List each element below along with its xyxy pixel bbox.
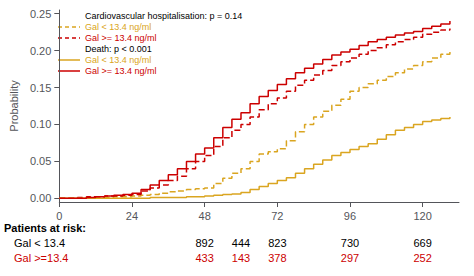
svg-text:120: 120 [413, 210, 431, 222]
svg-text:0.10: 0.10 [30, 118, 51, 130]
svg-text:0.15: 0.15 [30, 82, 51, 94]
svg-text:Death: p < 0.001: Death: p < 0.001 [85, 44, 152, 54]
svg-text:444: 444 [232, 237, 250, 249]
svg-text:669: 669 [413, 237, 431, 249]
svg-text:Patients at risk:: Patients at risk: [4, 222, 86, 234]
svg-text:143: 143 [232, 252, 250, 264]
svg-text:892: 892 [195, 237, 213, 249]
svg-text:Gal >= 13.4 ng/ml: Gal >= 13.4 ng/ml [85, 66, 157, 76]
svg-text:Probability: Probability [8, 80, 20, 132]
svg-text:0.25: 0.25 [30, 8, 51, 20]
svg-text:96: 96 [344, 210, 356, 222]
svg-text:0.20: 0.20 [30, 45, 51, 57]
svg-text:0: 0 [56, 210, 62, 222]
svg-text:0.00: 0.00 [30, 192, 51, 204]
svg-text:378: 378 [268, 252, 286, 264]
svg-text:Gal < 13.4 ng/ml: Gal < 13.4 ng/ml [85, 55, 151, 65]
svg-text:297: 297 [341, 252, 359, 264]
svg-text:252: 252 [413, 252, 431, 264]
svg-text:823: 823 [268, 237, 286, 249]
svg-text:Cardiovascular hospitalisation: Cardiovascular hospitalisation: p = 0.14 [85, 11, 242, 21]
svg-text:433: 433 [195, 252, 213, 264]
svg-text:Gal >=13.4: Gal >=13.4 [14, 252, 68, 264]
svg-text:24: 24 [126, 210, 138, 222]
svg-text:Gal < 13.4: Gal < 13.4 [14, 237, 65, 249]
svg-text:72: 72 [271, 210, 283, 222]
svg-text:Gal < 13.4 ng/ml: Gal < 13.4 ng/ml [85, 22, 151, 32]
svg-text:730: 730 [341, 237, 359, 249]
svg-text:0.05: 0.05 [30, 155, 51, 167]
svg-text:48: 48 [199, 210, 211, 222]
svg-text:Gal >= 13.4 ng/ml: Gal >= 13.4 ng/ml [85, 33, 157, 43]
